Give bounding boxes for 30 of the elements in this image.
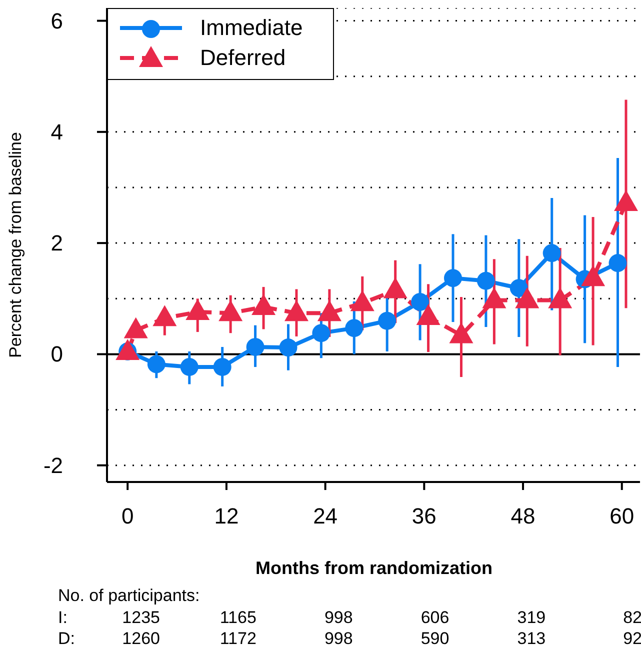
x-tick-label: 0 bbox=[121, 504, 134, 529]
y-tick-label: 4 bbox=[50, 119, 63, 144]
text: No. of participants: bbox=[58, 586, 200, 606]
y-tick-label: 6 bbox=[50, 8, 63, 34]
x-axis-title: Months from randomization bbox=[254, 558, 494, 579]
text: D: bbox=[58, 629, 75, 649]
text: 319 bbox=[517, 608, 546, 628]
text: I: bbox=[58, 608, 68, 628]
y-tick-label: 2 bbox=[50, 230, 63, 256]
text: 1260 bbox=[122, 629, 160, 649]
text: 998 bbox=[324, 608, 353, 628]
text: 82 bbox=[623, 608, 641, 628]
text: 1172 bbox=[220, 629, 256, 649]
x-tick-label: 48 bbox=[510, 504, 536, 529]
x-tick-label: 60 bbox=[610, 504, 634, 529]
text: 606 bbox=[420, 608, 450, 628]
y-axis-title: Percent change from baseline bbox=[6, 132, 26, 358]
text: 1165 bbox=[220, 608, 256, 628]
x-tick-label: 36 bbox=[412, 504, 436, 529]
legend-label: Deferred bbox=[200, 45, 286, 71]
text: 590 bbox=[420, 629, 450, 649]
y-tick-label: -2 bbox=[43, 452, 63, 478]
text: 92 bbox=[623, 629, 641, 649]
y-tick-label: 0 bbox=[50, 342, 63, 367]
x-tick-label: 12 bbox=[214, 504, 239, 529]
text: 1235 bbox=[122, 608, 160, 628]
legend-label: Immediate bbox=[200, 15, 303, 41]
text: 998 bbox=[324, 629, 353, 649]
text: 313 bbox=[517, 629, 546, 649]
x-tick-label: 24 bbox=[313, 504, 338, 529]
